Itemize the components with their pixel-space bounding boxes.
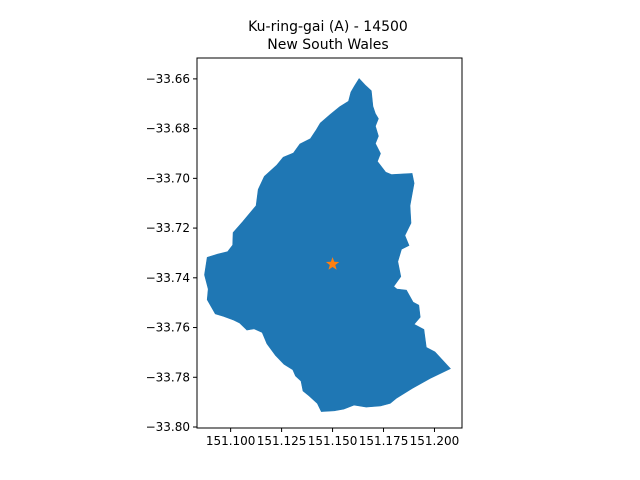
axes-frame — [196, 57, 463, 429]
y-tick-label: −33.72 — [146, 221, 190, 235]
region-polygon — [204, 78, 451, 412]
map-title-line-2: New South Wales — [267, 37, 388, 53]
y-axis-ticks: −33.66 −33.68 −33.70 −33.72 −33.74 −33.76 −33.… — [146, 72, 197, 434]
x-axis-ticks: 151.100 151.125 151.150 151.175 151.200 — [206, 428, 459, 448]
y-tick-label: −33.68 — [146, 122, 190, 136]
x-tick-label: 151.175 — [359, 434, 409, 448]
x-tick-label: 151.200 — [410, 434, 460, 448]
map-title-line-1: Ku-ring-gai (A) - 14500 — [248, 19, 408, 35]
x-tick-label: 151.125 — [257, 434, 307, 448]
y-tick-label: −33.78 — [146, 370, 190, 384]
x-tick-label: 151.100 — [206, 434, 256, 448]
y-tick-label: −33.74 — [146, 271, 190, 285]
y-tick-label: −33.66 — [146, 72, 190, 86]
plot-area — [196, 57, 463, 429]
y-tick-label: −33.70 — [146, 171, 190, 185]
y-tick-label: −33.80 — [146, 420, 190, 434]
x-tick-label: 151.150 — [308, 434, 358, 448]
y-tick-label: −33.76 — [146, 321, 190, 335]
centroid-star-marker — [325, 257, 340, 270]
